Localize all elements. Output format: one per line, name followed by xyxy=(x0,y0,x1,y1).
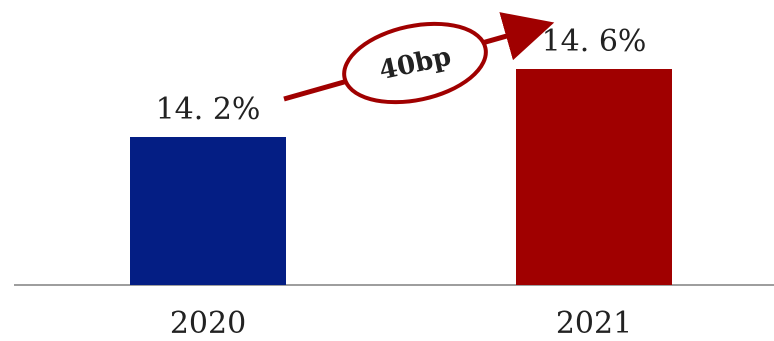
bar-2021 xyxy=(516,69,672,285)
tick-label-2020: 2020 xyxy=(170,306,246,341)
bar-2020 xyxy=(130,137,286,285)
data-label-2021: 14. 6% xyxy=(542,24,647,59)
data-label-2020: 14. 2% xyxy=(156,92,261,127)
tick-label-2021: 2021 xyxy=(556,306,632,341)
annotation-ellipse xyxy=(342,21,488,105)
growth-annotation: 40bp xyxy=(283,12,555,105)
